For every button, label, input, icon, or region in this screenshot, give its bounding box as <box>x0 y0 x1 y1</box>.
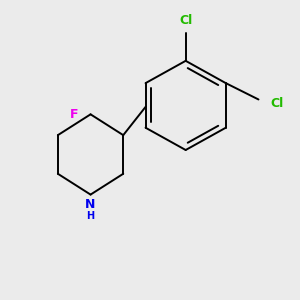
Text: Cl: Cl <box>179 14 192 27</box>
Text: F: F <box>70 108 79 121</box>
Text: Cl: Cl <box>270 98 284 110</box>
Text: N: N <box>85 199 96 212</box>
Text: H: H <box>86 211 94 221</box>
